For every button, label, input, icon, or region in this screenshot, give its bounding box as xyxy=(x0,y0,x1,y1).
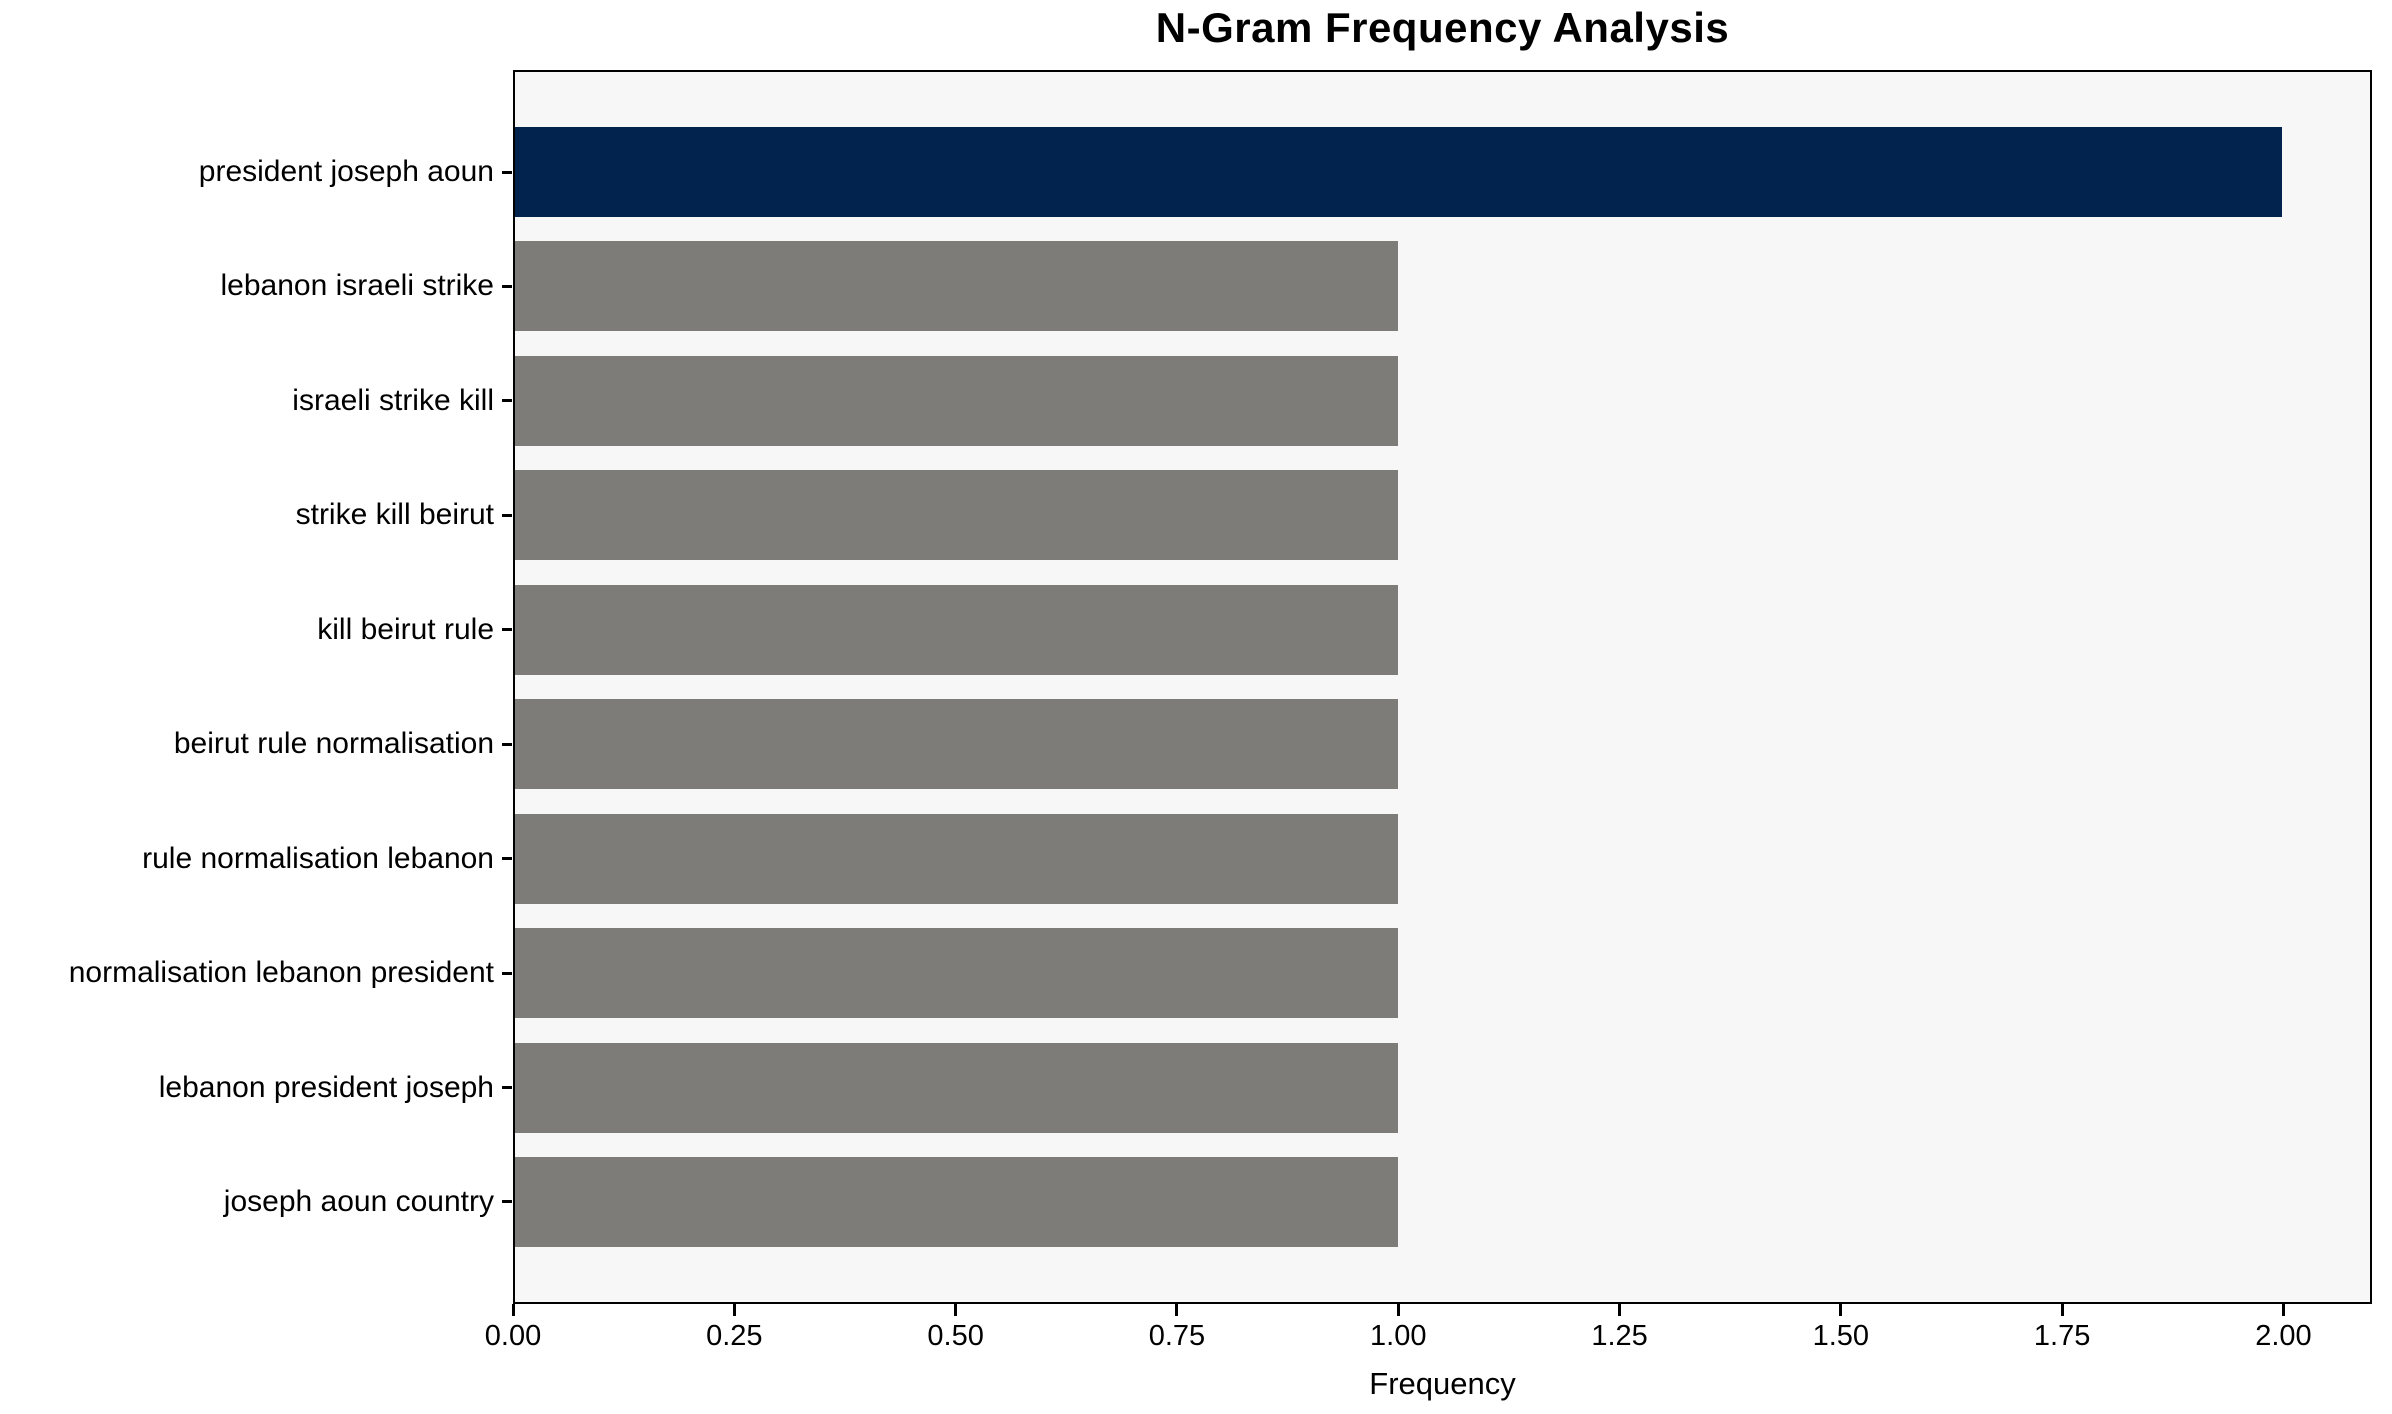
y-tick-label: rule normalisation lebanon xyxy=(142,841,494,875)
y-tick-mark xyxy=(502,1086,512,1089)
y-tick-mark xyxy=(502,170,512,174)
y-tick-label: president joseph aoun xyxy=(198,155,494,188)
y-tick-mark xyxy=(502,628,512,632)
bar-row-kill-beirut-rule: kill beirut rule xyxy=(317,584,2370,675)
bar-beirut-rule-normalisation xyxy=(515,699,1399,790)
x-tick-label: 1.25 xyxy=(1591,1320,1648,1352)
y-tick-label: strike kill beirut xyxy=(295,498,494,532)
x-axis-title: Frequency xyxy=(1369,1366,1516,1401)
bar-row-joseph-aoun-country: joseph aoun country xyxy=(224,1156,2370,1247)
y-tick-mark xyxy=(502,513,512,517)
bar-row-israeli-strike-kill: israeli strike kill xyxy=(292,355,2370,446)
y-tick-label: kill beirut rule xyxy=(317,612,494,646)
y-tick-label: lebanon israeli strike xyxy=(220,269,494,303)
x-tick-label: 2.00 xyxy=(2255,1320,2312,1352)
y-tick-label: lebanon president joseph xyxy=(158,1070,494,1104)
x-tick-mark xyxy=(954,1304,958,1316)
y-tick-mark xyxy=(502,284,512,288)
bar-lebanon-israeli-strike xyxy=(515,241,1399,332)
y-tick-label: joseph aoun country xyxy=(223,1184,494,1218)
y-tick-label: normalisation lebanon president xyxy=(68,956,494,990)
bar-president-joseph-aoun xyxy=(515,127,2282,217)
y-tick-mark xyxy=(502,857,512,861)
y-tick-mark xyxy=(502,1200,512,1204)
y-tick-mark xyxy=(502,742,512,746)
bar-lebanon-president-joseph xyxy=(515,1042,1399,1133)
x-tick-mark xyxy=(1175,1304,1179,1316)
x-tick-mark xyxy=(2281,1304,2285,1316)
y-tick-mark xyxy=(502,971,512,975)
bar-rule-normalisation-lebanon xyxy=(515,813,1399,904)
plot-area: president joseph aoun lebanon israeli str… xyxy=(69,70,2372,1304)
x-tick-label: 0.00 xyxy=(484,1320,542,1352)
x-tick-mark xyxy=(732,1304,736,1316)
bar-row-president-joseph-aoun: president joseph aoun xyxy=(199,127,2370,217)
x-tick-label: 1.75 xyxy=(2033,1320,2091,1352)
x-tick-label: 1.00 xyxy=(1370,1320,1427,1352)
bar-israeli-strike-kill xyxy=(515,355,1399,446)
bar-row-rule-normalisation-lebanon: rule normalisation lebanon xyxy=(142,813,2370,904)
x-tick-label: 0.25 xyxy=(706,1320,763,1352)
bar-joseph-aoun-country xyxy=(515,1156,1399,1247)
bar-normalisation-lebanon-president xyxy=(515,928,1399,1019)
bar-rows: president joseph aoun lebanon israeli str… xyxy=(69,127,2370,1247)
bar-row-normalisation-lebanon-president: normalisation lebanon president xyxy=(69,928,2370,1019)
x-tick-label: 1.50 xyxy=(1812,1320,1870,1352)
x-tick-mark xyxy=(1618,1304,1622,1316)
bar-row-beirut-rule-normalisation: beirut rule normalisation xyxy=(174,699,2370,790)
y-tick-label: beirut rule normalisation xyxy=(173,727,494,761)
bar-row-lebanon-president-joseph: lebanon president joseph xyxy=(159,1042,2370,1133)
chart-title: N-Gram Frequency Analysis xyxy=(1155,4,1730,51)
bar-strike-kill-beirut xyxy=(515,470,1399,561)
bar-row-strike-kill-beirut: strike kill beirut xyxy=(296,470,2370,561)
x-axis: 0.00 0.25 0.50 0.75 1.00 1.25 1.50 1.75 2.00 xyxy=(485,1304,2372,1384)
x-tick-mark xyxy=(511,1304,515,1316)
y-tick-mark xyxy=(502,399,512,403)
bar-kill-beirut-rule xyxy=(515,584,1399,675)
x-tick-mark xyxy=(1839,1304,1843,1316)
bar-row-lebanon-israeli-strike: lebanon israeli strike xyxy=(221,241,2370,332)
x-tick-mark xyxy=(2060,1304,2064,1316)
x-tick-mark xyxy=(1396,1304,1400,1316)
y-tick-label: israeli strike kill xyxy=(292,383,494,417)
x-tick-label: 0.75 xyxy=(1148,1320,1206,1352)
x-tick-label: 0.50 xyxy=(927,1320,984,1352)
